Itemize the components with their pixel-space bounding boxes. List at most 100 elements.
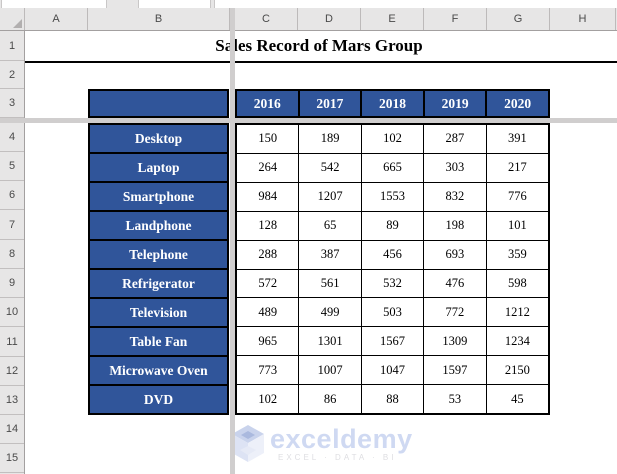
freeze-pane-vertical-bar[interactable] bbox=[230, 8, 235, 474]
value-cell[interactable]: 1567 bbox=[362, 327, 425, 356]
title-cell[interactable]: Sales Record of Mars Group bbox=[215, 36, 423, 55]
select-all-button[interactable] bbox=[0, 8, 25, 30]
value-cell[interactable]: 503 bbox=[362, 298, 425, 327]
table-row: 773 1007 1047 1597 2150 bbox=[237, 356, 548, 386]
row-header-15[interactable]: 15 bbox=[0, 444, 24, 473]
column-header-H[interactable]: H bbox=[550, 8, 616, 30]
row-header-6[interactable]: 6 bbox=[0, 181, 24, 210]
value-cell[interactable]: 572 bbox=[237, 269, 300, 298]
value-cell[interactable]: 2150 bbox=[504, 362, 530, 377]
value-cell[interactable]: 198 bbox=[424, 211, 487, 240]
row-header-5[interactable]: 5 bbox=[0, 152, 24, 181]
column-header-E[interactable]: E bbox=[361, 8, 424, 30]
product-cell[interactable]: Table Fan bbox=[90, 328, 227, 357]
value-cell[interactable]: 1597 bbox=[424, 356, 487, 385]
value-cell[interactable]: 65 bbox=[299, 211, 362, 240]
product-cell[interactable]: Microwave Oven bbox=[90, 357, 227, 386]
sheet-area[interactable]: Sales Record of Mars Group 2016 2017 2018 2… bbox=[25, 31, 617, 474]
table-year-header-row: 2016 2017 2018 2019 2020 bbox=[235, 89, 550, 118]
column-header-G[interactable]: G bbox=[487, 8, 550, 30]
row-header-8[interactable]: 8 bbox=[0, 240, 24, 269]
row-header-9[interactable]: 9 bbox=[0, 269, 24, 298]
year-header-cell[interactable]: 2020 bbox=[487, 91, 548, 116]
product-cell[interactable]: Television bbox=[90, 299, 227, 328]
watermark: exceldemy EXCEL · DATA · BI bbox=[230, 424, 470, 469]
value-cell[interactable]: 102 bbox=[362, 125, 425, 153]
watermark-tagline: EXCEL · DATA · BI bbox=[278, 453, 397, 462]
product-cell[interactable]: DVD bbox=[90, 386, 227, 413]
value-cell[interactable]: 832 bbox=[424, 182, 487, 211]
column-header-C[interactable]: C bbox=[235, 8, 298, 30]
year-header-cell[interactable]: 2016 bbox=[237, 91, 300, 116]
value-cell[interactable]: 287 bbox=[424, 125, 487, 153]
value-cell[interactable]: 359 bbox=[507, 247, 527, 262]
column-header-D[interactable]: D bbox=[298, 8, 361, 30]
column-header-B[interactable]: B bbox=[88, 8, 230, 30]
row-header-4[interactable]: 4 bbox=[0, 123, 24, 152]
value-cell[interactable]: 598 bbox=[507, 275, 527, 290]
year-header-cell[interactable]: 2017 bbox=[299, 91, 363, 116]
value-cell[interactable]: 1234 bbox=[504, 333, 530, 348]
value-cell[interactable]: 128 bbox=[237, 211, 300, 240]
value-cell[interactable]: 772 bbox=[424, 298, 487, 327]
value-cell[interactable]: 561 bbox=[299, 269, 362, 298]
value-cell[interactable]: 776 bbox=[507, 189, 527, 204]
value-cell[interactable]: 489 bbox=[237, 298, 300, 327]
product-cell[interactable]: Desktop bbox=[90, 125, 227, 154]
row-header-12[interactable]: 12 bbox=[0, 357, 24, 386]
value-cell[interactable]: 965 bbox=[237, 327, 300, 356]
value-cell[interactable]: 693 bbox=[424, 240, 487, 269]
value-cell[interactable]: 499 bbox=[299, 298, 362, 327]
year-header-cell[interactable]: 2019 bbox=[424, 91, 488, 116]
value-cell[interactable]: 264 bbox=[237, 153, 300, 182]
year-header-cell[interactable]: 2018 bbox=[362, 91, 425, 116]
row-header-7[interactable]: 7 bbox=[0, 210, 24, 240]
value-cell[interactable]: 88 bbox=[362, 385, 425, 414]
value-cell[interactable]: 456 bbox=[362, 240, 425, 269]
value-cell[interactable]: 542 bbox=[299, 153, 362, 182]
value-cell[interactable]: 1212 bbox=[504, 304, 530, 319]
freeze-pane-horizontal-bar[interactable] bbox=[0, 118, 617, 123]
value-cell[interactable]: 1047 bbox=[362, 356, 425, 385]
value-cell[interactable]: 288 bbox=[237, 240, 300, 269]
column-header-A[interactable]: A bbox=[25, 8, 88, 30]
value-cell[interactable]: 89 bbox=[362, 211, 425, 240]
value-cell[interactable]: 1553 bbox=[362, 182, 425, 211]
value-cell[interactable]: 189 bbox=[299, 125, 362, 153]
table-corner-cell[interactable] bbox=[88, 89, 229, 118]
product-cell[interactable]: Smartphone bbox=[90, 183, 227, 212]
value-cell[interactable]: 773 bbox=[237, 356, 300, 385]
row-header-3[interactable]: 3 bbox=[0, 89, 24, 118]
product-cell[interactable]: Telephone bbox=[90, 241, 227, 270]
value-cell[interactable]: 45 bbox=[511, 391, 524, 406]
value-cell[interactable]: 86 bbox=[299, 385, 362, 414]
value-cell[interactable]: 1207 bbox=[299, 182, 362, 211]
value-cell[interactable]: 217 bbox=[507, 160, 527, 175]
value-cell[interactable]: 532 bbox=[362, 269, 425, 298]
row-header-2[interactable]: 2 bbox=[0, 61, 24, 89]
value-cell[interactable]: 476 bbox=[424, 269, 487, 298]
row-headers: 1 2 3 4 5 6 7 8 9 10 11 12 13 14 15 bbox=[0, 31, 25, 474]
value-cell[interactable]: 984 bbox=[237, 182, 300, 211]
row-header-1[interactable]: 1 bbox=[0, 31, 24, 61]
row-header-11[interactable]: 11 bbox=[0, 327, 24, 357]
value-cell[interactable]: 102 bbox=[237, 385, 300, 414]
value-cell[interactable]: 391 bbox=[507, 131, 527, 146]
column-header-F[interactable]: F bbox=[424, 8, 487, 30]
product-cell[interactable]: Laptop bbox=[90, 154, 227, 183]
value-cell[interactable]: 303 bbox=[424, 153, 487, 182]
value-cell[interactable]: 665 bbox=[362, 153, 425, 182]
row-header-13[interactable]: 13 bbox=[0, 386, 24, 415]
value-cell[interactable]: 1309 bbox=[424, 327, 487, 356]
value-cell[interactable]: 387 bbox=[299, 240, 362, 269]
product-cell[interactable]: Landphone bbox=[90, 212, 227, 241]
row-header-14[interactable]: 14 bbox=[0, 415, 24, 444]
value-cell[interactable]: 101 bbox=[507, 218, 527, 233]
table-product-column: Desktop Laptop Smartphone Landphone Telephon… bbox=[88, 123, 229, 415]
value-cell[interactable]: 150 bbox=[237, 125, 300, 153]
value-cell[interactable]: 53 bbox=[424, 385, 487, 414]
value-cell[interactable]: 1007 bbox=[299, 356, 362, 385]
value-cell[interactable]: 1301 bbox=[299, 327, 362, 356]
row-header-10[interactable]: 10 bbox=[0, 298, 24, 327]
product-cell[interactable]: Refrigerator bbox=[90, 270, 227, 299]
